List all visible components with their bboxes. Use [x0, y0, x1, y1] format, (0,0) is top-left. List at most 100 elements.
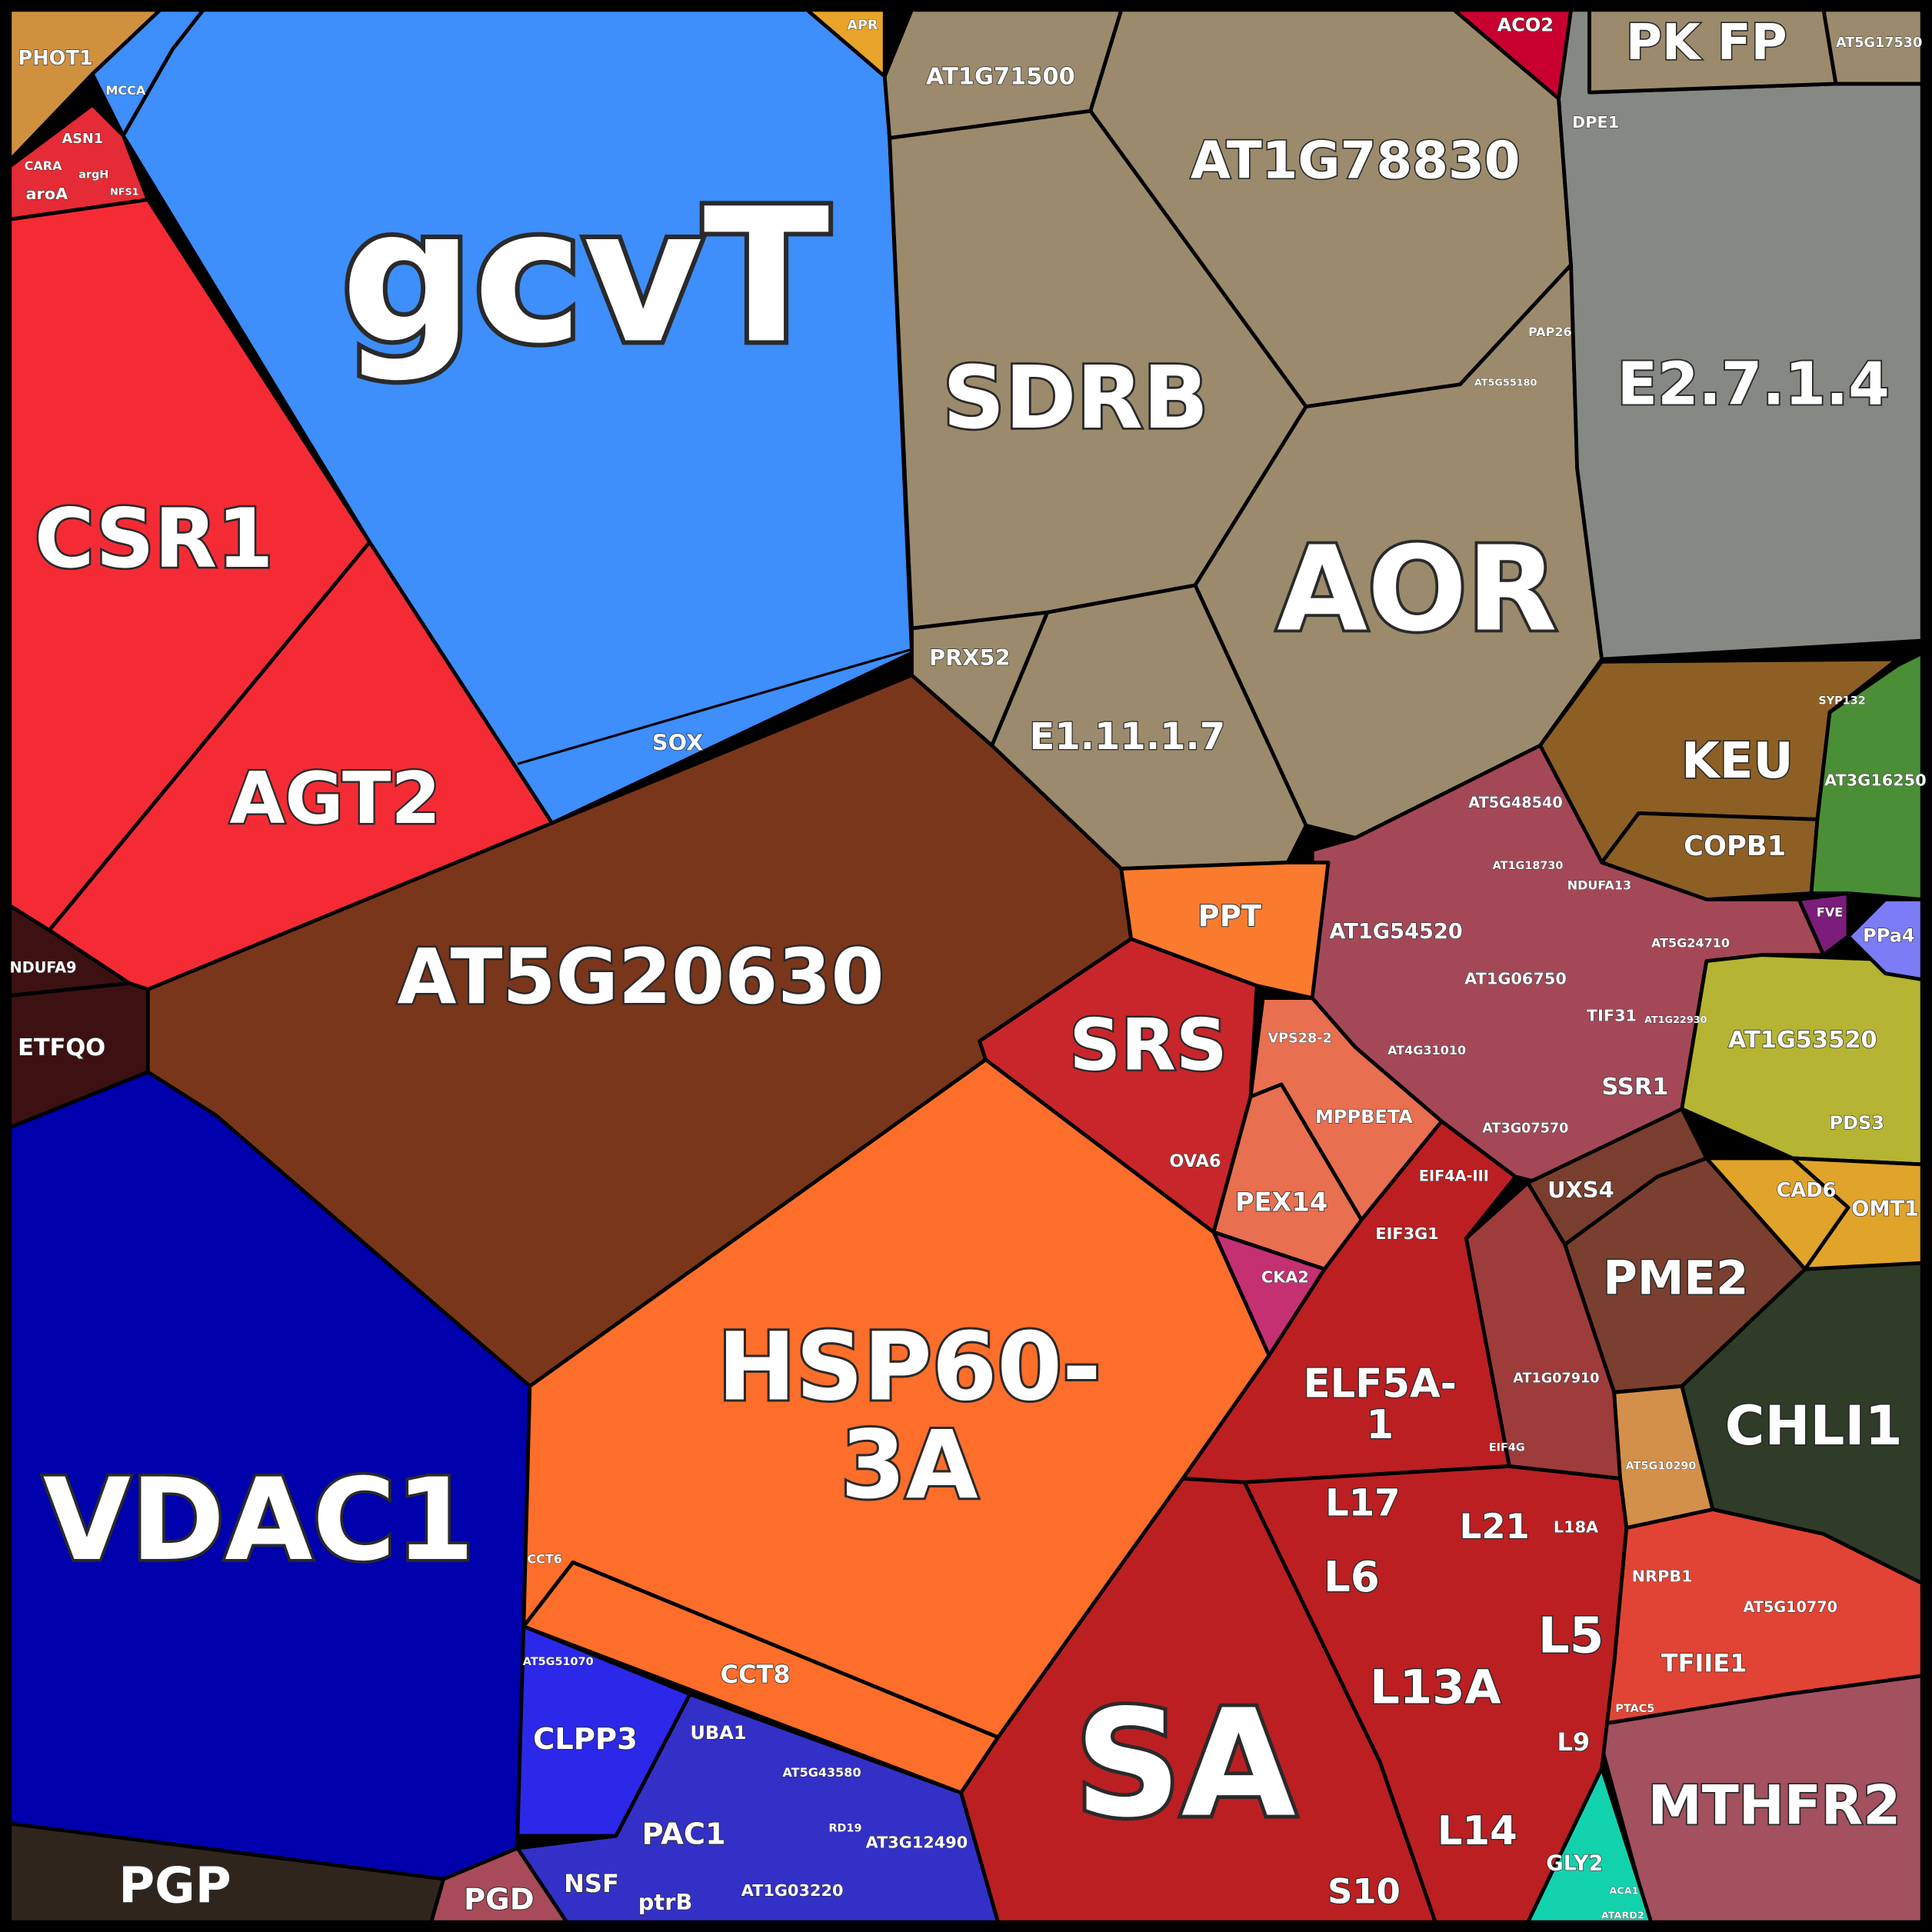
cell-label-line: 3A — [841, 1411, 978, 1520]
cell-label: PGP — [118, 1858, 232, 1915]
cell-label: PAC1 — [641, 1817, 725, 1852]
cell-label: PAP26 — [1528, 325, 1572, 339]
cell-label: VPS28-2 — [1268, 1031, 1332, 1047]
treemap-cell — [1248, 996, 1444, 1222]
cell-label: SA — [1075, 1679, 1296, 1850]
cell-label: CARA — [25, 158, 62, 173]
cell-label: PEX14 — [1235, 1188, 1327, 1217]
cell-label: NDUFA9 — [10, 959, 77, 977]
cell-label: SOX — [652, 730, 703, 756]
cell-label: L5 — [1538, 1607, 1604, 1664]
cell-label: DPE1 — [1572, 113, 1619, 132]
cell-label: AOR — [1277, 521, 1557, 657]
cell-label: CHLI1 — [1725, 1394, 1903, 1457]
cell-label: ptrB — [638, 1889, 693, 1915]
treemap-cell — [90, 8, 205, 138]
cell-label: AT1G71500 — [926, 63, 1075, 90]
cell-label: AT5G17530 — [1836, 35, 1922, 51]
cell-label: EIF4A-III — [1419, 1167, 1489, 1184]
treemap-cell — [882, 8, 1124, 140]
cell-label: OVA6 — [1169, 1151, 1221, 1171]
cell-label: ASN1 — [62, 132, 103, 147]
divider — [517, 648, 912, 765]
cell-label-line: 1 — [1366, 1402, 1394, 1448]
cells — [8, 8, 1924, 1924]
cell-label: ELF5A-1 — [1304, 1361, 1457, 1448]
cell-label: SYP132 — [1818, 695, 1865, 708]
cell-label: AT3G12490 — [866, 1834, 968, 1852]
cell-label: AT1G54520 — [1329, 920, 1462, 944]
cell-label: CLPP3 — [533, 1722, 638, 1757]
cell-label: AT1G22930 — [1644, 1014, 1707, 1026]
treemap-cell — [1452, 8, 1574, 101]
labels: gcvT CSR1 AGT2 AT5G20630 VDAC1 HSP60-3A CCT8 SA… — [9, 13, 1927, 1922]
cell-label: COPB1 — [1684, 831, 1786, 862]
cell-label: GLY2 — [1546, 1851, 1603, 1875]
cell-label: CCT8 — [720, 1660, 790, 1689]
cell-label: ETFQO — [18, 1034, 105, 1061]
cell-label: AT4G31010 — [1387, 1043, 1466, 1058]
cell-label: SDRB — [943, 348, 1209, 448]
cell-label: NSF — [564, 1869, 619, 1898]
cell-label: FVE — [1817, 905, 1843, 920]
cell-label: NRPB1 — [1632, 1567, 1693, 1586]
cell-label: EIF4G — [1489, 1441, 1525, 1454]
cell-label: AT5G20630 — [398, 933, 884, 1021]
treemap-cell — [1846, 898, 1924, 982]
cell-label: ACO2 — [1497, 15, 1554, 36]
cell-label: PPa4 — [1863, 925, 1914, 947]
cell-label: NFS1 — [110, 186, 139, 198]
cell-label: CKA2 — [1261, 1267, 1309, 1286]
cell-label: AT5G10290 — [1626, 1460, 1697, 1472]
cell-label: L18A — [1554, 1518, 1598, 1537]
cell-label: CSR1 — [35, 491, 274, 586]
cell-label: MCCA — [105, 83, 145, 98]
cell-label: L9 — [1557, 1727, 1590, 1757]
cell-label: AT5G24710 — [1651, 936, 1730, 951]
cell-label: L14 — [1437, 1808, 1517, 1854]
cell-label: AGT2 — [229, 757, 441, 840]
cell-label: AT1G06750 — [1464, 970, 1567, 988]
cell-label: L13A — [1370, 1661, 1501, 1715]
cell-label: argH — [78, 168, 108, 181]
treemap-cell — [1790, 1156, 1924, 1271]
cell-label-line: ELF5A- — [1304, 1361, 1457, 1407]
cell-label: VDAC1 — [43, 1454, 475, 1586]
treemap-cell — [1809, 651, 1924, 901]
treemap-cell — [910, 610, 1050, 748]
treemap-cell — [804, 8, 887, 78]
cell-label: AT5G55180 — [1474, 378, 1537, 389]
cell-label: L6 — [1324, 1552, 1380, 1601]
cell-label: PGD — [464, 1882, 535, 1917]
cell-label: PDS3 — [1830, 1112, 1885, 1134]
cell-label: PME2 — [1603, 1251, 1748, 1306]
cell-label: gcvT — [341, 168, 829, 384]
cell-label: AT1G53520 — [1728, 1027, 1877, 1054]
treemap-cell — [1526, 1107, 1709, 1247]
cell-label: EIF3G1 — [1375, 1224, 1438, 1243]
cell-label: PTAC5 — [1615, 1703, 1654, 1715]
cell-label: SSR1 — [1601, 1074, 1668, 1101]
cell-label: PK FP — [1626, 15, 1787, 72]
cell-label: ATARD2 — [1601, 1910, 1644, 1922]
cell-label: E2.7.1.4 — [1617, 351, 1890, 419]
cell-label: AT3G16250 — [1824, 771, 1927, 790]
cell-label: TFIIE1 — [1661, 1648, 1747, 1677]
cell-label: AT1G78830 — [1191, 131, 1521, 191]
cell-label: AT5G10770 — [1744, 1598, 1838, 1616]
cell-label: AT5G43580 — [783, 1765, 861, 1780]
cell-label: AT5G51070 — [523, 1656, 594, 1668]
cell-label: L17 — [1325, 1482, 1400, 1525]
treemap-cell — [1242, 1464, 1629, 1924]
cell-label: AT1G03220 — [741, 1881, 844, 1900]
cell-label: CCT6 — [527, 1552, 562, 1567]
cell-label: PRX52 — [929, 645, 1011, 671]
cell-label: E1.11.1.7 — [1030, 715, 1226, 758]
cell-label: aroA — [26, 185, 68, 203]
treemap-cell — [1821, 8, 1924, 86]
cell-label: KEU — [1681, 733, 1793, 790]
cell-label: UXS4 — [1547, 1177, 1614, 1203]
cell-label: AT1G07910 — [1513, 1371, 1599, 1387]
